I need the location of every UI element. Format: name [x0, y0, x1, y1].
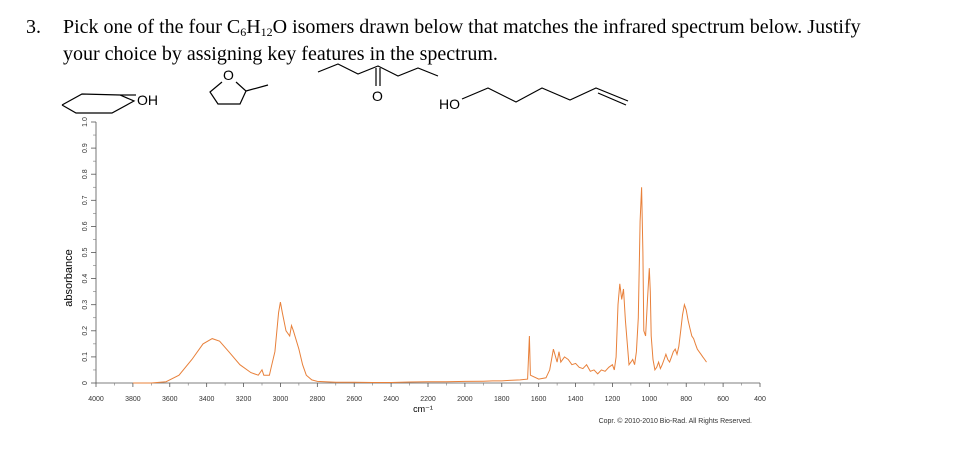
ir-spectrum-chart: 4000 3800 3600 3400 3200 3000 2800 2600 2400 2200…: [63, 117, 766, 425]
x-tick-label: 2000: [457, 396, 473, 403]
y-axis-label: absorbance: [63, 249, 75, 307]
x-tick-label: 2800: [310, 396, 326, 403]
y-tick-label: 0.5: [82, 248, 89, 258]
ho-label: HO: [439, 96, 460, 112]
x-tick-label: 3800: [125, 396, 141, 403]
x-tick-label: 1800: [494, 396, 510, 403]
x-tick-label: 4000: [88, 396, 104, 403]
structure-methyltetrahydrofuran: O: [209, 67, 269, 105]
ketone-oxygen-label: O: [372, 88, 383, 104]
y-tick-label: 0.9: [82, 143, 89, 153]
question-line-1-part-a: Pick one of the four C: [63, 16, 241, 38]
question-line-2: your choice by assigning key features in…: [63, 43, 498, 65]
x-tick-label: 800: [680, 396, 692, 403]
y-tick-label: 1.0: [82, 117, 89, 127]
x-tick-label: 2600: [346, 396, 362, 403]
x-tick-label: 400: [754, 396, 766, 403]
x-tick-label: 3400: [199, 396, 215, 403]
oh-label: OH: [137, 92, 158, 108]
y-tick-label: 0.2: [82, 326, 89, 336]
x-tick-label: 1000: [642, 396, 658, 403]
structure-hexenol: HO: [439, 87, 629, 112]
question-line-1: Pick one of the four C6H12O isomers draw…: [63, 14, 861, 40]
y-tick-label: 0.8: [82, 169, 89, 179]
x-tick-label: 600: [717, 396, 729, 403]
y-tick-label: 0.1: [82, 352, 89, 362]
y-tick-label: 0.4: [82, 274, 89, 284]
x-tick-label: 1600: [531, 396, 547, 403]
structure-cyclohexanol: OH: [61, 92, 158, 114]
x-tick-label: 3000: [273, 396, 289, 403]
x-tick-label: 2200: [420, 396, 436, 403]
copyright-text: Copr. © 2010-2010 Bio-Rad. All Rights Re…: [599, 417, 752, 425]
x-tick-label: 1200: [605, 396, 621, 403]
structure-hexanone: O: [317, 63, 439, 104]
question-line-1-part-b: H: [246, 16, 261, 38]
ring-oxygen-label: O: [223, 67, 234, 83]
question-line-1-part-c: O isomers drawn below that matches the i…: [272, 16, 861, 38]
y-tick-label: 0.7: [82, 195, 89, 205]
y-tick-label: 0: [82, 381, 89, 385]
question-number: 3.: [26, 16, 41, 38]
x-tick-label: 2400: [383, 396, 399, 403]
x-tick-label: 3200: [236, 396, 252, 403]
spectrum-series-line: [132, 187, 707, 384]
x-tick-label: 1400: [568, 396, 584, 403]
y-tick-label: 0.6: [82, 221, 89, 231]
chart-axes: 4000 3800 3600 3400 3200 3000 2800 2600 2400 2200…: [82, 117, 766, 403]
formula-subscript-carbon: 6: [240, 25, 247, 39]
formula-subscript-hydrogen: 12: [260, 25, 273, 39]
y-tick-label: 0.3: [82, 300, 89, 310]
x-tick-label: 3600: [162, 396, 178, 403]
x-axis-label: cm⁻¹: [413, 404, 433, 414]
